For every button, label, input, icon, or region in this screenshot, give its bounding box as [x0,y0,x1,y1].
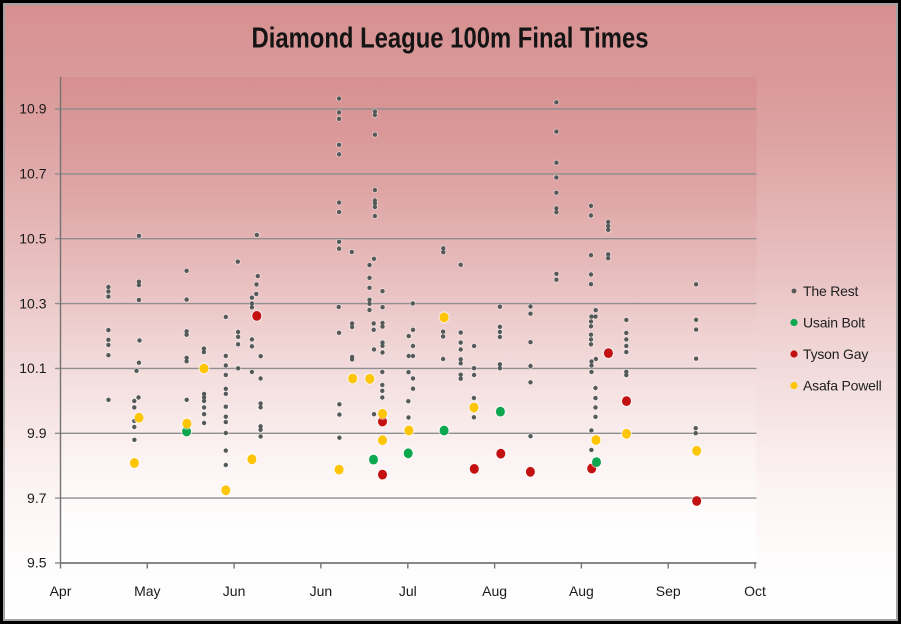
svg-text:Usain Bolt: Usain Bolt [803,315,865,331]
svg-text:Aug: Aug [482,583,507,599]
svg-text:10.1: 10.1 [19,360,46,376]
svg-text:Tyson Gay: Tyson Gay [803,346,868,362]
svg-text:Apr: Apr [50,583,72,599]
svg-text:10.3: 10.3 [19,295,46,311]
svg-text:10.9: 10.9 [19,101,46,117]
svg-text:9.5: 9.5 [27,555,47,571]
svg-text:The Rest: The Rest [803,283,859,299]
svg-text:Aug: Aug [569,583,594,599]
svg-text:Jun: Jun [223,583,246,599]
svg-text:May: May [134,583,160,599]
svg-text:9.7: 9.7 [27,490,47,506]
svg-text:Jun: Jun [310,583,333,599]
svg-text:10.5: 10.5 [19,230,46,246]
svg-text:10.7: 10.7 [19,166,46,182]
svg-text:9.9: 9.9 [27,425,47,441]
svg-text:Oct: Oct [744,583,766,599]
svg-text:Diamond League 100m Final Time: Diamond League 100m Final Times [252,23,649,55]
svg-text:Jul: Jul [399,583,417,599]
svg-text:Asafa Powell: Asafa Powell [803,378,882,394]
svg-text:Sep: Sep [656,583,681,599]
